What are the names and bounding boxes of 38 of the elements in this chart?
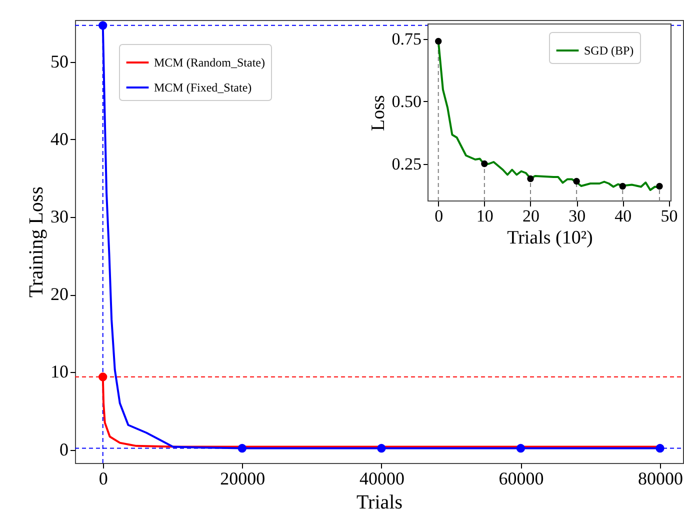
y-tick-label: 40 bbox=[50, 128, 68, 149]
y-tick-label: 0.75 bbox=[392, 29, 422, 48]
point bbox=[481, 160, 488, 168]
x-axis-title: Trials (10²) bbox=[507, 228, 593, 248]
point bbox=[98, 372, 108, 382]
point bbox=[573, 178, 580, 185]
x-tick-label: 80000 bbox=[638, 468, 684, 488]
x-tick-label: 60000 bbox=[498, 468, 544, 488]
x-tick-label: 10 bbox=[476, 206, 494, 226]
x-tick-label: 0 bbox=[434, 206, 444, 226]
point bbox=[516, 444, 526, 453]
y-axis-title: Training Loss bbox=[26, 186, 48, 298]
point bbox=[238, 444, 246, 453]
point bbox=[435, 38, 442, 45]
x-tick-label: 50 bbox=[660, 206, 678, 226]
x-axis-title: Trials bbox=[356, 492, 403, 514]
y-tick-label: 0.25 bbox=[392, 154, 422, 174]
x-tick-label: 40 bbox=[614, 206, 632, 226]
y-tick-label: 0.50 bbox=[392, 92, 422, 111]
point bbox=[377, 444, 386, 453]
x-tick-label: 30 bbox=[568, 206, 586, 226]
point bbox=[619, 182, 626, 190]
y-tick-label: 10 bbox=[50, 362, 68, 382]
legend-label: MCM (Random_State) bbox=[154, 56, 265, 70]
y-tick-label: 20 bbox=[50, 284, 68, 304]
point bbox=[656, 444, 664, 453]
y-tick-label: 0 bbox=[60, 439, 68, 460]
legend-label: SGD (BP) bbox=[584, 44, 634, 58]
y-axis-title: Loss bbox=[368, 95, 389, 131]
point bbox=[98, 21, 108, 30]
legend-label: MCM (Fixed_State) bbox=[154, 80, 252, 94]
y-tick-label: 50 bbox=[50, 51, 68, 72]
point bbox=[527, 175, 534, 182]
x-tick-label: 0 bbox=[98, 468, 108, 488]
point bbox=[656, 182, 663, 190]
x-tick-label: 20000 bbox=[220, 468, 266, 488]
x-tick-label: 20 bbox=[522, 206, 540, 226]
x-tick-label: 40000 bbox=[359, 468, 404, 488]
